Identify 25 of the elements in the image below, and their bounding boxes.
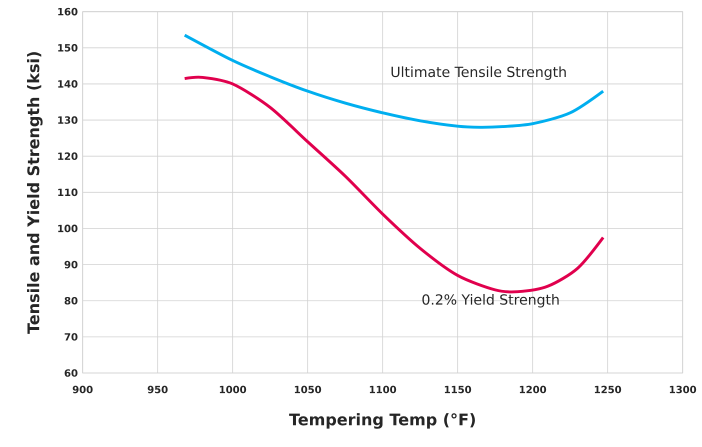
x-tick-label: 950 xyxy=(148,386,168,394)
series-label: 0.2% Yield Strength xyxy=(422,294,559,308)
x-axis-title: Tempering Temp (°F) xyxy=(289,413,475,429)
x-tick-label: 1100 xyxy=(370,386,396,394)
line-series xyxy=(183,34,605,129)
y-tick-label: 120 xyxy=(58,152,78,160)
y-tick-label: 150 xyxy=(58,44,78,52)
x-tick-label: 1150 xyxy=(444,386,472,394)
x-tick-label: 1050 xyxy=(294,386,322,394)
y-tick-label: 110 xyxy=(58,188,78,196)
x-tick-label: 1000 xyxy=(220,386,246,394)
y-tick-label: 80 xyxy=(64,296,78,305)
y-tick-label: 90 xyxy=(64,260,78,268)
x-tick-label: 900 xyxy=(72,386,93,394)
y-tick-label: 160 xyxy=(58,8,78,16)
x-tick-label: 1300 xyxy=(670,386,696,394)
y-tick-label: 100 xyxy=(58,224,78,232)
x-tick-label: 1250 xyxy=(594,386,622,394)
y-tick-label: 60 xyxy=(64,369,78,377)
text: Ultimate Tensile Strength xyxy=(392,66,566,80)
y-tick-label: 140 xyxy=(58,80,78,88)
y-tick-label: 130 xyxy=(58,116,78,124)
x-tick-label: 1200 xyxy=(520,386,546,394)
y-axis-title: Tensile and Yield Strength (ksi) xyxy=(26,52,43,334)
y-tick-label: 70 xyxy=(64,333,78,341)
